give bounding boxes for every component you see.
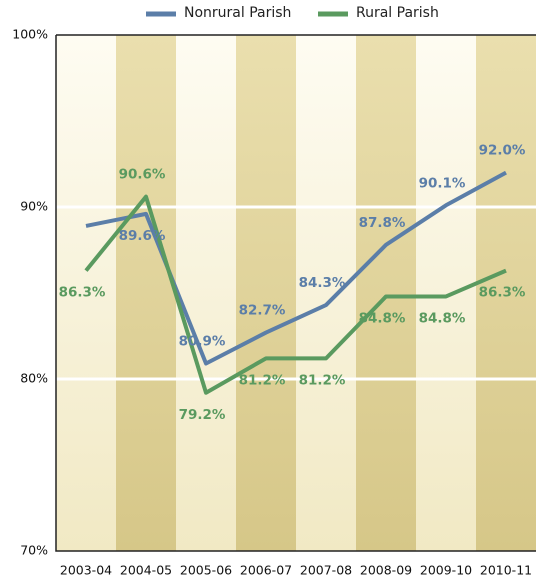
data-label: 90.6% [119, 167, 166, 183]
data-label: 86.3% [479, 285, 526, 301]
series-line [84, 194, 507, 395]
series-line [85, 170, 507, 366]
data-label: 92.0% [479, 143, 526, 159]
x-tick-label: 2005-06 [180, 563, 232, 578]
data-label: 87.8% [359, 215, 406, 231]
x-tick-label: 2010-11 [480, 563, 532, 578]
x-tick-label: 2006-07 [240, 563, 292, 578]
y-tick-label: 100% [12, 27, 48, 42]
column-band [296, 35, 356, 551]
data-label: 80.9% [179, 334, 226, 350]
data-label: 84.8% [419, 310, 466, 326]
data-label: 90.1% [419, 175, 466, 191]
column-band [116, 35, 176, 551]
x-tick-label: 2009-10 [420, 563, 472, 578]
data-label: 81.2% [299, 372, 346, 388]
column-band [416, 35, 476, 551]
column-band [56, 35, 116, 551]
x-tick-label: 2007-08 [300, 563, 352, 578]
y-tick-label: 70% [20, 543, 48, 558]
legend-label: Rural Parish [356, 5, 439, 21]
y-tick-label: 90% [20, 199, 48, 214]
y-tick-label: 80% [20, 371, 48, 386]
column-band [176, 35, 236, 551]
data-label: 89.6% [119, 228, 166, 244]
data-label: 84.8% [359, 310, 406, 326]
data-label: 86.3% [59, 285, 106, 301]
data-label: 79.2% [179, 407, 226, 423]
legend-label: Nonrural Parish [184, 5, 291, 21]
x-tick-label: 2004-05 [120, 563, 172, 578]
column-band [236, 35, 296, 551]
data-label: 81.2% [239, 372, 286, 388]
axis-frame [55, 34, 536, 552]
data-label: 84.3% [299, 275, 346, 291]
x-tick-label: 2003-04 [60, 563, 112, 578]
data-label: 82.7% [239, 303, 286, 319]
column-band [476, 35, 536, 551]
x-tick-label: 2008-09 [360, 563, 412, 578]
column-band [356, 35, 416, 551]
